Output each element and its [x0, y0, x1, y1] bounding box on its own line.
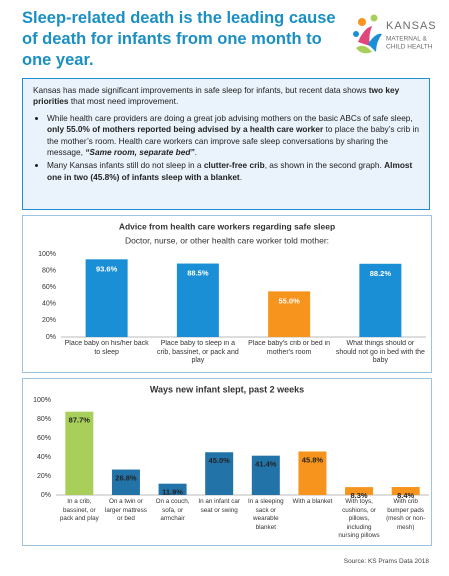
bar — [359, 263, 402, 337]
y-tick-label: 40% — [42, 301, 56, 308]
x-label-box: Place baby's crib or bed in mother's roo… — [248, 340, 331, 356]
chart-box: Ways new infant slept, past 2 weeks 0% 20%… — [22, 378, 432, 546]
logo: KANSAS MATERNAL & CHILD HEALTH — [353, 14, 437, 54]
text-run: only 55.0% of mothers reported being adv… — [47, 124, 324, 135]
chart-title: Advice from health care workers regardin… — [119, 221, 335, 231]
text-run: Almost one in two (45.8%) of infants sle… — [47, 160, 413, 182]
x-tick-label: With toys, cushions, or pillows, includi… — [338, 498, 380, 539]
x-tick-label: With crib bumper pads (mesh or non-mesh) — [386, 498, 426, 531]
page-title: Sleep-related death is the leading cause… — [22, 9, 336, 69]
text-run: “Same room, separate bed” — [85, 147, 195, 158]
value-label: 26.8% — [115, 474, 137, 483]
text-run: , as shown in the second graph. — [264, 160, 385, 171]
x-label-box: On a twin or larger mattress or bed — [104, 498, 147, 522]
x-tick-label: In an infant car seat or swing — [198, 498, 241, 514]
chart-title: Ways new infant slept, past 2 weeks — [150, 384, 304, 394]
text-run: that most need improvement. — [68, 96, 179, 107]
bar — [176, 263, 219, 337]
chart: Ways new infant slept, past 2 weeks 0% 20%… — [33, 384, 429, 539]
chart-subtitle: Doctor, nurse, or other health care work… — [125, 235, 329, 245]
bar — [205, 452, 234, 495]
text-run: Kansas has made significant improvements… — [33, 85, 369, 95]
value-label: 88.2% — [370, 269, 392, 278]
y-tick-label: 100% — [38, 251, 56, 258]
y-tick-label: 80% — [37, 416, 51, 423]
y-tick-label: 60% — [37, 435, 51, 442]
bullet: Many Kansas infants still do not sleep i… — [47, 160, 419, 183]
value-label: 11.9% — [162, 488, 183, 497]
logo-name: KANSAS — [386, 20, 437, 32]
x-label-box: With a blanket — [292, 498, 333, 505]
bar — [298, 451, 327, 495]
chart: Advice from health care workers regardin… — [38, 221, 426, 364]
x-label-box: Place baby to sleep in a crib, bassinet,… — [157, 340, 239, 364]
value-label: 93.6% — [96, 264, 118, 273]
text-run: While health care providers are doing a … — [47, 112, 413, 123]
bullet-list: While health care providers are doing a … — [33, 113, 419, 183]
text-run: two key priorities — [33, 85, 400, 107]
text-run: to place the baby’s crib in the mother’s… — [47, 124, 419, 158]
bar — [158, 483, 187, 495]
x-tick-label: Place baby's crib or bed in mother's roo… — [248, 340, 331, 356]
y-tick-label: 0% — [46, 334, 56, 341]
value-label: 8.3% — [351, 491, 368, 500]
x-tick-label: With a blanket — [292, 498, 333, 505]
text-run: . — [239, 171, 243, 182]
y-tick-label: 40% — [37, 454, 51, 461]
x-label-box: In an infant car seat or swing — [198, 498, 241, 514]
x-tick-label: Place baby on his/her back to sleep — [64, 340, 149, 356]
bar — [85, 259, 128, 337]
y-tick-label: 60% — [42, 284, 56, 291]
y-tick-label: 0% — [41, 492, 51, 499]
x-label-box: Place baby on his/her back to sleep — [64, 340, 149, 356]
value-label: 45.8% — [302, 455, 324, 464]
x-tick-label: In a sleeping sack or wearable blanket — [247, 498, 284, 531]
value-label: 87.7% — [69, 416, 91, 425]
value-label: 45.0% — [209, 456, 231, 465]
x-label-box: In a sleeping sack or wearable blanket — [247, 498, 284, 531]
x-tick-label: On a twin or larger mattress or bed — [104, 498, 147, 522]
bar — [251, 455, 280, 495]
bar — [268, 291, 311, 337]
value-label: 8.4% — [397, 491, 414, 500]
bar — [65, 411, 94, 495]
y-tick-label: 20% — [37, 473, 51, 480]
x-tick-label: In a crib, bassinet, or pack and play — [59, 498, 99, 522]
source-note: Source: KS Prams Data 2018 — [343, 558, 429, 565]
logo-line: MATERNAL & — [386, 36, 427, 43]
x-label-box: In a crib, bassinet, or pack and play — [59, 498, 99, 522]
bar — [345, 487, 374, 495]
x-tick-label: On a couch, sofa, or armchair — [155, 498, 190, 522]
x-tick-label: What things should or should not go in b… — [335, 340, 425, 364]
bullet: While health care providers are doing a … — [47, 113, 419, 159]
chart-box: Advice from health care workers regardin… — [22, 215, 432, 373]
text-run: Many Kansas infants still do not sleep i… — [47, 160, 204, 171]
x-label-box: With toys, cushions, or pillows, includi… — [338, 498, 380, 539]
value-label: 41.4% — [255, 460, 277, 469]
bar — [111, 469, 140, 495]
value-label: 55.0% — [278, 296, 300, 305]
bar — [391, 487, 420, 495]
x-label-box: On a couch, sofa, or armchair — [155, 498, 190, 522]
x-tick-label: Place baby to sleep in a crib, bassinet,… — [157, 340, 239, 364]
intro-paragraph: Kansas has made significant improvements… — [33, 85, 419, 108]
value-label: 88.5% — [187, 269, 209, 278]
y-tick-label: 80% — [42, 267, 56, 274]
text-run: . — [194, 147, 197, 158]
text-run: clutter-free crib — [203, 160, 265, 171]
intro-box: Kansas has made significant improvements… — [22, 78, 430, 210]
x-label-box: What things should or should not go in b… — [335, 340, 425, 364]
logo-line: CHILD HEALTH — [386, 44, 433, 51]
y-tick-label: 100% — [33, 397, 51, 404]
x-label-box: With crib bumper pads (mesh or non-mesh) — [386, 498, 426, 531]
y-tick-label: 20% — [42, 317, 56, 324]
